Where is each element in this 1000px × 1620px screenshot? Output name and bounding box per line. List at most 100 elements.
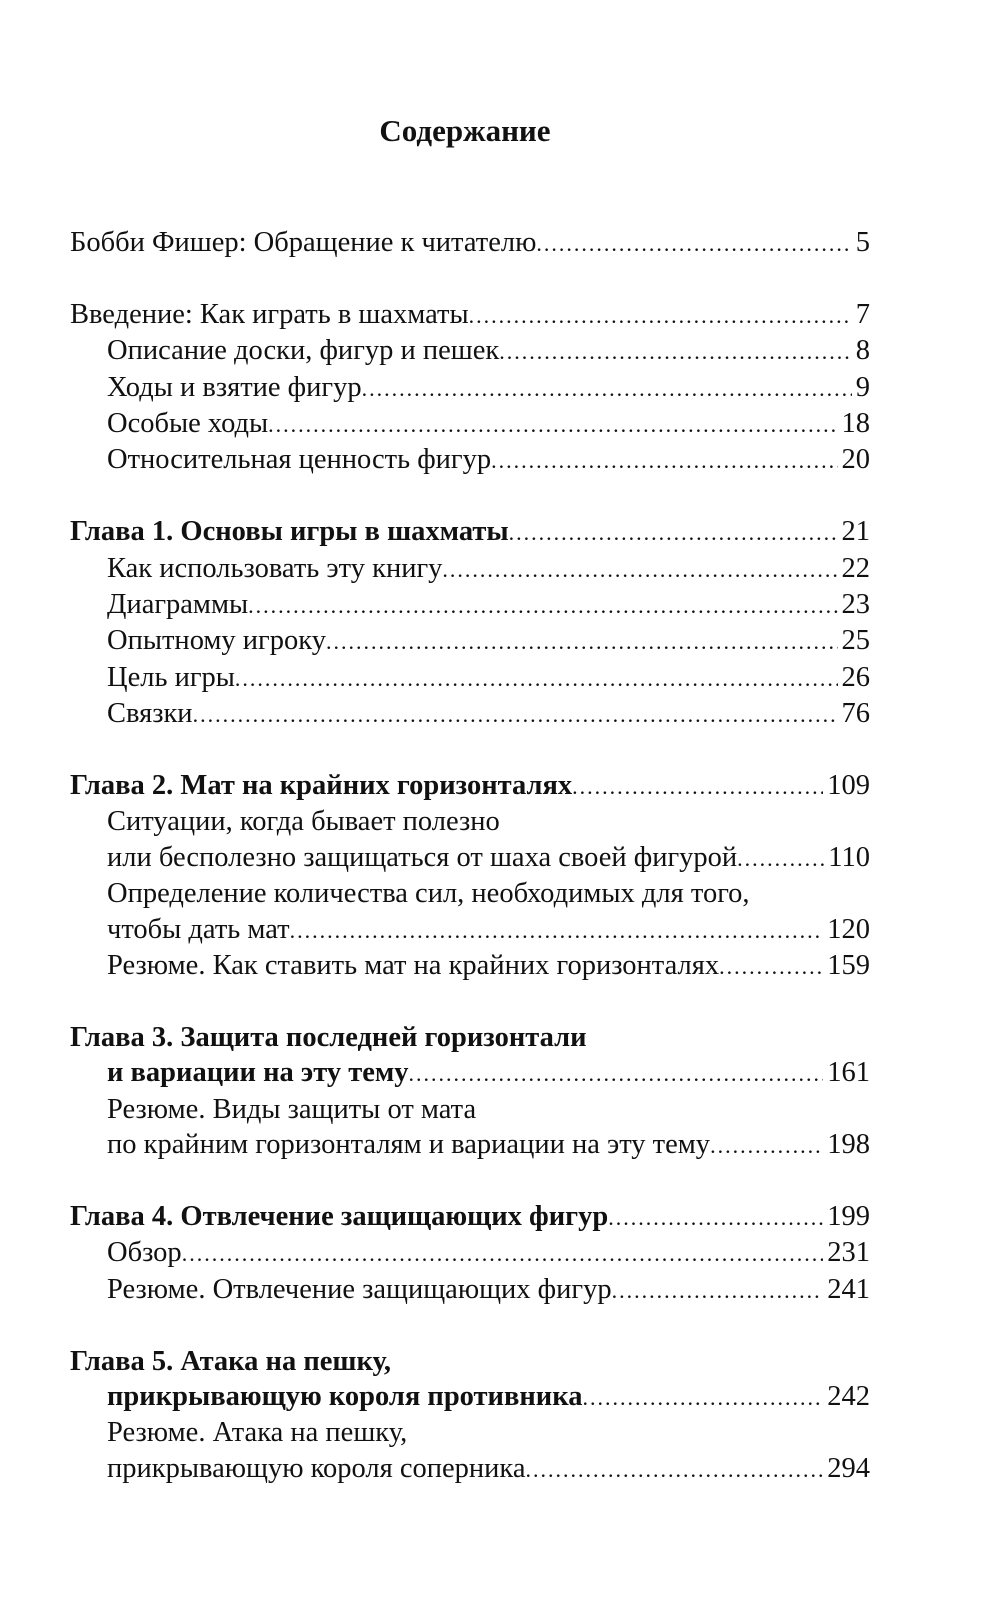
toc-entry[interactable]: Особые ходы 18 bbox=[70, 406, 870, 442]
dot-leader bbox=[268, 406, 837, 442]
toc-entry[interactable]: прикрывающую короля соперника 294 bbox=[70, 1451, 870, 1487]
dot-leader bbox=[409, 1055, 824, 1091]
toc-section: Бобби Фишер: Обращение к читателю 5 bbox=[70, 225, 870, 261]
table-of-contents: Бобби Фишер: Обращение к читателю 5 Введен… bbox=[70, 225, 870, 1523]
toc-page-number: 23 bbox=[841, 589, 871, 621]
toc-entry-title: Цель игры bbox=[107, 661, 235, 693]
toc-entry-title: Глава 2. Мат на крайних горизонталях bbox=[70, 770, 573, 802]
toc-page-number: 159 bbox=[827, 950, 870, 982]
dot-leader bbox=[491, 442, 837, 478]
dot-leader bbox=[572, 768, 823, 804]
toc-entry[interactable]: или бесполезно защищаться от шаха своей … bbox=[70, 840, 870, 876]
dot-leader bbox=[509, 514, 838, 550]
toc-page-number: 22 bbox=[841, 552, 871, 584]
toc-entry-first-line: Глава 5. Атака на пешку, bbox=[70, 1345, 392, 1377]
toc-entry-title: прикрывающую короля противника bbox=[107, 1380, 583, 1412]
toc-page-number: 241 bbox=[827, 1273, 870, 1305]
toc-entry-title: по крайним горизонталям и вариации на эт… bbox=[107, 1129, 711, 1161]
toc-entry-first-line: Определение количества сил, необходимых … bbox=[107, 878, 750, 910]
toc-page-number: 120 bbox=[827, 913, 870, 945]
toc-entry[interactable]: Глава 4. Отвлечение защищающих фигур 199 bbox=[70, 1199, 870, 1235]
toc-page-number: 21 bbox=[841, 516, 871, 548]
toc-page-number: 8 bbox=[855, 335, 870, 367]
toc-entry[interactable]: Опытному игроку 25 bbox=[70, 623, 870, 659]
toc-entry-title: Опытному игроку bbox=[107, 625, 326, 657]
toc-section: Глава 2. Мат на крайних горизонталях 109 С… bbox=[70, 768, 870, 984]
dot-leader bbox=[182, 1235, 824, 1271]
toc-page-number: 5 bbox=[855, 227, 870, 258]
toc-entry-title: Резюме. Как ставить мат на крайних гориз… bbox=[107, 950, 720, 982]
dot-leader bbox=[290, 912, 824, 948]
toc-entry-title: Описание доски, фигур и пешек bbox=[107, 335, 500, 367]
toc-entry-title: Связки bbox=[107, 698, 193, 730]
toc-entry-title: чтобы дать мат bbox=[107, 913, 290, 945]
toc-entry-title: Как использовать эту книгу bbox=[107, 552, 443, 584]
toc-entry-first-line: Ситуации, когда бывает полезно bbox=[107, 806, 500, 838]
toc-entry[interactable]: Связки 76 bbox=[70, 696, 870, 732]
toc-entry[interactable]: Глава 1. Основы игры в шахматы 21 bbox=[70, 514, 870, 550]
dot-leader bbox=[710, 1127, 823, 1163]
toc-entry-title: или бесполезно защищаться от шаха своей … bbox=[107, 841, 738, 873]
dot-leader bbox=[737, 840, 824, 876]
toc-entry-title: Резюме. Отвлечение защищающих фигур bbox=[107, 1273, 612, 1305]
toc-entry[interactable]: Ходы и взятие фигур 9 bbox=[70, 370, 870, 406]
dot-leader bbox=[469, 297, 852, 333]
toc-page-number: 110 bbox=[828, 841, 870, 873]
toc-entry[interactable]: чтобы дать мат 120 bbox=[70, 912, 870, 948]
toc-entry[interactable]: прикрывающую короля противника 242 bbox=[70, 1379, 870, 1415]
toc-entry-title: Глава 4. Отвлечение защищающих фигур bbox=[70, 1200, 609, 1232]
toc-entry-first-line: Глава 3. Защита последней горизонтали bbox=[70, 1021, 587, 1053]
toc-page-number: 18 bbox=[841, 408, 871, 440]
dot-leader bbox=[499, 333, 852, 369]
dot-leader bbox=[608, 1199, 823, 1235]
dot-leader bbox=[719, 948, 823, 984]
toc-entry-title: Относительная ценность фигур bbox=[107, 444, 492, 476]
toc-entry[interactable]: Обзор 231 bbox=[70, 1235, 870, 1271]
toc-page-number: 231 bbox=[827, 1237, 870, 1269]
toc-page-number: 20 bbox=[841, 444, 871, 476]
toc-page-number: 9 bbox=[855, 371, 870, 403]
toc-entry[interactable]: по крайним горизонталям и вариации на эт… bbox=[70, 1127, 870, 1163]
toc-entry-title: Бобби Фишер: Обращение к читателю bbox=[70, 227, 537, 258]
toc-entry-first-line: Резюме. Виды защиты от мата bbox=[107, 1093, 477, 1125]
toc-entry[interactable]: Бобби Фишер: Обращение к читателю 5 bbox=[70, 225, 870, 261]
dot-leader bbox=[582, 1379, 823, 1415]
toc-section: Глава 4. Отвлечение защищающих фигур199О… bbox=[70, 1199, 870, 1308]
toc-entry-title: Диаграммы bbox=[107, 589, 249, 621]
toc-entry[interactable]: и вариации на эту тему 161 bbox=[70, 1055, 870, 1091]
toc-entry[interactable]: Как использовать эту книгу 22 bbox=[70, 551, 870, 587]
toc-entry-title: Глава 1. Основы игры в шахматы bbox=[70, 516, 509, 548]
toc-entry[interactable]: Введение: Как играть в шахматы 7 bbox=[70, 297, 870, 333]
toc-entry[interactable]: Описание доски, фигур и пешек 8 bbox=[70, 333, 870, 369]
dot-leader bbox=[362, 370, 852, 406]
toc-page-number: 294 bbox=[827, 1452, 870, 1484]
toc-page-number: 161 bbox=[827, 1057, 870, 1089]
dot-leader bbox=[525, 1451, 823, 1487]
toc-page-number: 76 bbox=[841, 698, 871, 730]
toc-entry-title: Введение: Как играть в шахматы bbox=[70, 298, 469, 330]
toc-entry[interactable]: Резюме. Как ставить мат на крайних гориз… bbox=[70, 948, 870, 984]
toc-page-number: 26 bbox=[841, 661, 871, 693]
toc-page-number: 199 bbox=[827, 1200, 870, 1232]
toc-entry[interactable]: Резюме. Отвлечение защищающих фигур 241 bbox=[70, 1272, 870, 1308]
toc-page-number: 25 bbox=[841, 625, 871, 657]
dot-leader bbox=[326, 623, 838, 659]
dot-leader bbox=[193, 696, 838, 732]
toc-entry-title: и вариации на эту тему bbox=[107, 1057, 409, 1089]
toc-entry[interactable]: Относительная ценность фигур 20 bbox=[70, 442, 870, 478]
dot-leader bbox=[612, 1272, 824, 1308]
toc-entry-title: прикрывающую короля соперника bbox=[107, 1452, 526, 1484]
toc-entry[interactable]: Глава 2. Мат на крайних горизонталях 109 bbox=[70, 768, 870, 804]
toc-entry-first-line: Резюме. Атака на пешку, bbox=[107, 1417, 408, 1449]
page-title: Содержание bbox=[379, 113, 551, 148]
toc-page-number: 198 bbox=[827, 1129, 870, 1161]
toc-entry[interactable]: Диаграммы 23 bbox=[70, 587, 870, 623]
toc-entry-title: Особые ходы bbox=[107, 408, 269, 440]
toc-entry-title: Обзор bbox=[107, 1237, 182, 1269]
toc-page-number: 7 bbox=[855, 298, 870, 330]
dot-leader bbox=[248, 587, 837, 623]
toc-page-number: 242 bbox=[827, 1380, 870, 1412]
dot-leader bbox=[442, 551, 837, 587]
toc-entry[interactable]: Цель игры 26 bbox=[70, 660, 870, 696]
toc-section: Введение: Как играть в шахматы7Описание … bbox=[70, 297, 870, 479]
